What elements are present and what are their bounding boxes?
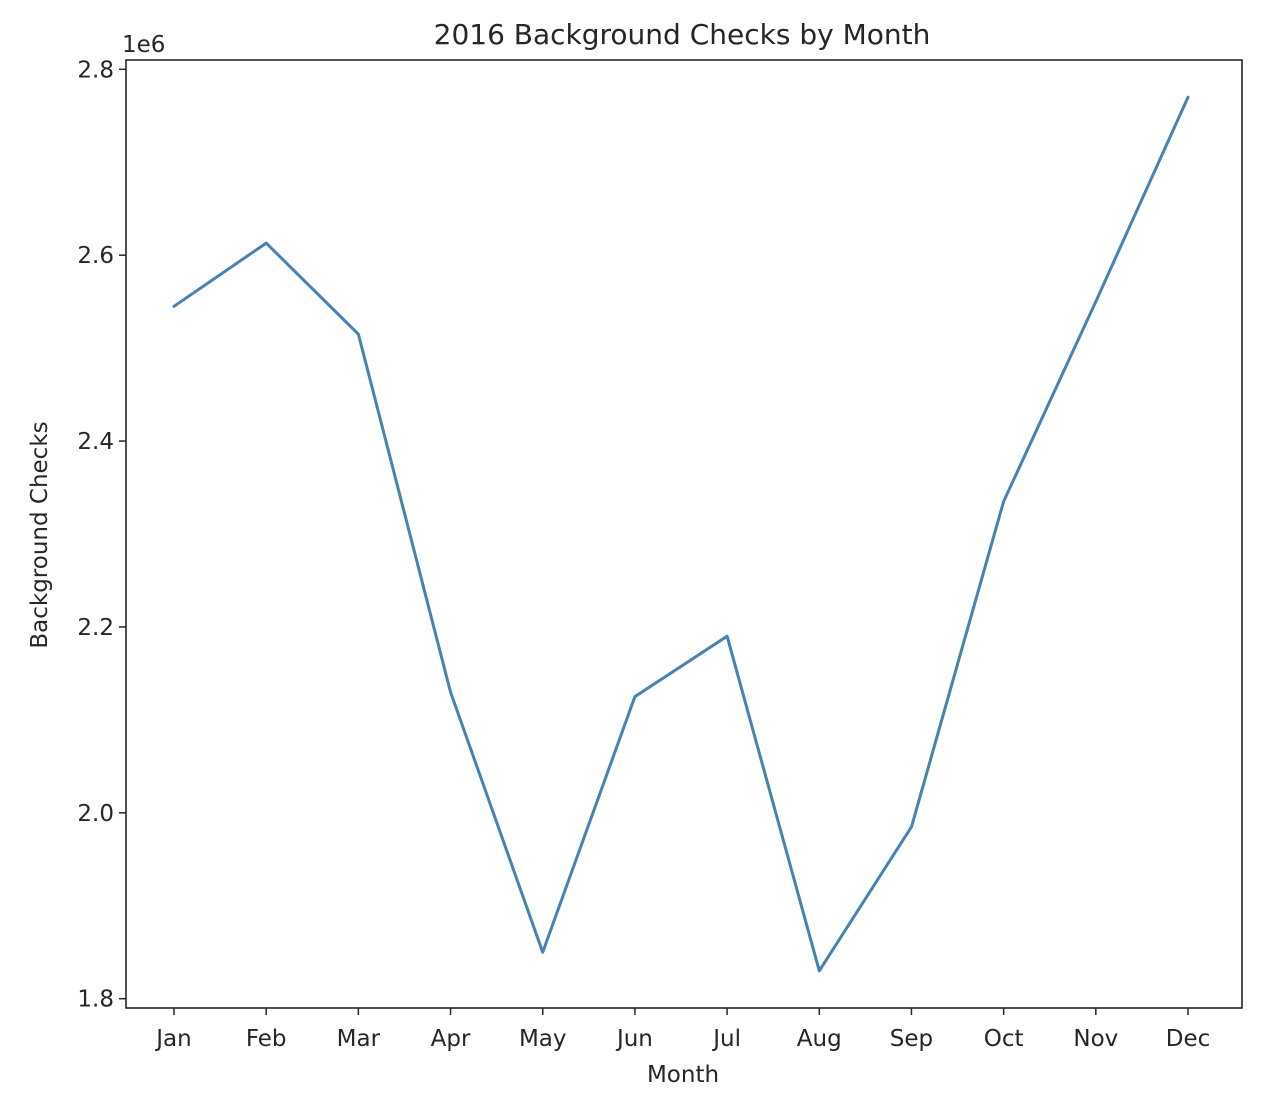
x-tick-label: Jun — [615, 1026, 653, 1052]
plot-area: 1.8 2.0 2.2 2.4 2.6 2.8 Jan Feb Mar Apr May Jun Jul… — [77, 57, 1243, 1052]
x-tick-label: Dec — [1166, 1026, 1211, 1052]
y-tick-label: 2.6 — [77, 243, 114, 269]
y-tick-label: 2.2 — [77, 615, 114, 641]
y-axis-label: Background Checks — [27, 421, 53, 648]
series-line — [172, 95, 1190, 973]
x-axis-label: Month — [647, 1062, 719, 1088]
y-tick-label: 2.8 — [77, 57, 114, 83]
y-axis-ticks: 1.8 2.0 2.2 2.4 2.6 2.8 — [77, 57, 126, 1013]
x-tick-label: Jan — [154, 1026, 191, 1052]
y-tick-label: 2.0 — [77, 801, 114, 827]
y-tick-label: 1.8 — [77, 987, 114, 1013]
x-tick-label: Mar — [337, 1026, 381, 1052]
series-group — [172, 95, 1190, 973]
x-tick-label: May — [519, 1026, 567, 1052]
x-tick-label: Apr — [431, 1026, 471, 1052]
x-axis-ticks: Jan Feb Mar Apr May Jun Jul Aug Sep Oct Nov Dec — [154, 1008, 1210, 1052]
chart-title: 2016 Background Checks by Month — [434, 18, 931, 51]
x-tick-label: Sep — [890, 1026, 933, 1052]
x-tick-label: Feb — [246, 1026, 287, 1052]
plot-frame — [125, 59, 1243, 1009]
x-tick-label: Oct — [984, 1026, 1024, 1052]
x-tick-label: Nov — [1073, 1026, 1118, 1052]
y-axis-offset-label: 1e6 — [122, 32, 165, 58]
y-tick-label: 2.4 — [77, 429, 114, 455]
x-tick-label: Aug — [797, 1026, 842, 1052]
x-tick-label: Jul — [711, 1026, 741, 1052]
